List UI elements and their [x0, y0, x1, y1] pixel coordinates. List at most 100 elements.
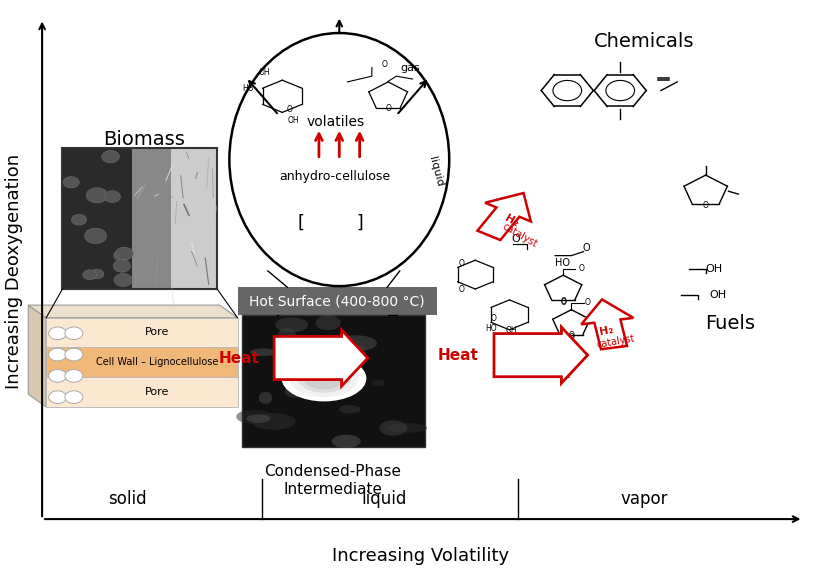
Text: O: O	[491, 314, 497, 324]
Bar	[47, 318, 238, 347]
Text: H₂: H₂	[598, 325, 614, 337]
Ellipse shape	[387, 423, 427, 433]
Ellipse shape	[284, 385, 306, 398]
Ellipse shape	[236, 409, 271, 424]
Text: O: O	[583, 243, 590, 253]
Ellipse shape	[230, 33, 449, 286]
Polygon shape	[29, 305, 47, 407]
Text: O: O	[585, 298, 591, 307]
Text: HO: HO	[555, 258, 570, 268]
Circle shape	[114, 273, 132, 287]
Bar	[132, 148, 171, 289]
Text: Pore: Pore	[145, 328, 169, 338]
Ellipse shape	[332, 435, 360, 448]
Text: anhydro-cellulose: anhydro-cellulose	[279, 171, 391, 183]
Ellipse shape	[277, 328, 297, 344]
Circle shape	[49, 391, 66, 403]
Bar	[171, 148, 217, 289]
Ellipse shape	[250, 349, 276, 356]
Ellipse shape	[297, 364, 350, 393]
Text: liquid: liquid	[427, 155, 444, 187]
Circle shape	[63, 177, 79, 188]
Text: Hot Surface (400-800 °C): Hot Surface (400-800 °C)	[249, 294, 425, 308]
Ellipse shape	[252, 413, 296, 430]
Ellipse shape	[292, 375, 336, 385]
Text: Bio-Oil: Bio-Oil	[507, 363, 571, 382]
Text: O: O	[458, 258, 464, 268]
Bar	[47, 347, 238, 377]
Bar	[242, 315, 425, 447]
Text: H₂: H₂	[502, 213, 520, 228]
Circle shape	[104, 191, 121, 202]
Text: O: O	[560, 298, 566, 307]
Circle shape	[114, 260, 131, 272]
Text: Heat: Heat	[438, 347, 479, 362]
Text: O: O	[703, 201, 708, 210]
Text: liquid: liquid	[361, 490, 407, 508]
Text: O: O	[385, 104, 391, 113]
Circle shape	[85, 228, 107, 244]
Text: OH: OH	[506, 327, 518, 335]
Ellipse shape	[379, 420, 407, 436]
Text: Pore: Pore	[145, 387, 169, 397]
Text: HO: HO	[243, 84, 254, 92]
Text: O: O	[511, 234, 520, 244]
Circle shape	[115, 247, 133, 260]
Polygon shape	[582, 299, 633, 349]
Text: Condensed-Phase
Intermediate: Condensed-Phase Intermediate	[264, 465, 401, 497]
Text: OH: OH	[258, 68, 270, 77]
Ellipse shape	[339, 405, 360, 414]
Circle shape	[87, 188, 108, 203]
Text: OH: OH	[709, 290, 726, 300]
Text: Cell Wall – Lignocellulose: Cell Wall – Lignocellulose	[96, 357, 218, 368]
Text: O: O	[286, 106, 292, 114]
Bar	[47, 377, 238, 407]
Circle shape	[90, 269, 104, 279]
Text: O: O	[560, 297, 566, 306]
Ellipse shape	[315, 316, 341, 331]
Text: O: O	[569, 331, 574, 340]
Circle shape	[49, 369, 66, 382]
Text: OH: OH	[705, 264, 722, 274]
Bar	[62, 148, 217, 289]
Text: catalyst: catalyst	[501, 221, 539, 249]
Text: Fuels: Fuels	[705, 314, 755, 333]
Circle shape	[65, 391, 83, 403]
Text: volatiles: volatiles	[306, 115, 364, 129]
Text: gas: gas	[401, 64, 421, 73]
Circle shape	[71, 214, 87, 225]
Text: Heat: Heat	[218, 350, 259, 365]
Ellipse shape	[282, 355, 366, 401]
Text: O: O	[578, 264, 584, 273]
Text: O: O	[382, 60, 387, 69]
Text: solid: solid	[109, 490, 147, 508]
Text: O: O	[458, 284, 464, 294]
Ellipse shape	[337, 344, 366, 354]
Ellipse shape	[335, 335, 377, 351]
Text: vapor: vapor	[621, 490, 668, 508]
Circle shape	[102, 150, 119, 163]
Text: Increasing Volatility: Increasing Volatility	[333, 547, 509, 565]
Ellipse shape	[259, 392, 272, 404]
Circle shape	[65, 349, 83, 361]
Circle shape	[114, 250, 130, 261]
Text: OH: OH	[288, 116, 300, 125]
Ellipse shape	[275, 317, 308, 332]
Polygon shape	[275, 330, 368, 386]
Ellipse shape	[372, 380, 385, 386]
Polygon shape	[494, 327, 587, 383]
Bar	[238, 287, 437, 315]
Circle shape	[83, 270, 96, 280]
Ellipse shape	[304, 368, 344, 390]
Polygon shape	[477, 193, 531, 240]
Text: catalyst: catalyst	[596, 334, 636, 350]
Ellipse shape	[246, 414, 270, 423]
Text: [         ]: [ ]	[298, 214, 364, 232]
Circle shape	[65, 327, 83, 340]
Text: Increasing Deoxygenation: Increasing Deoxygenation	[5, 154, 23, 390]
Circle shape	[49, 349, 66, 361]
Bar	[62, 148, 132, 289]
Bar	[62, 148, 217, 289]
Text: O: O	[569, 334, 574, 342]
Circle shape	[65, 369, 83, 382]
